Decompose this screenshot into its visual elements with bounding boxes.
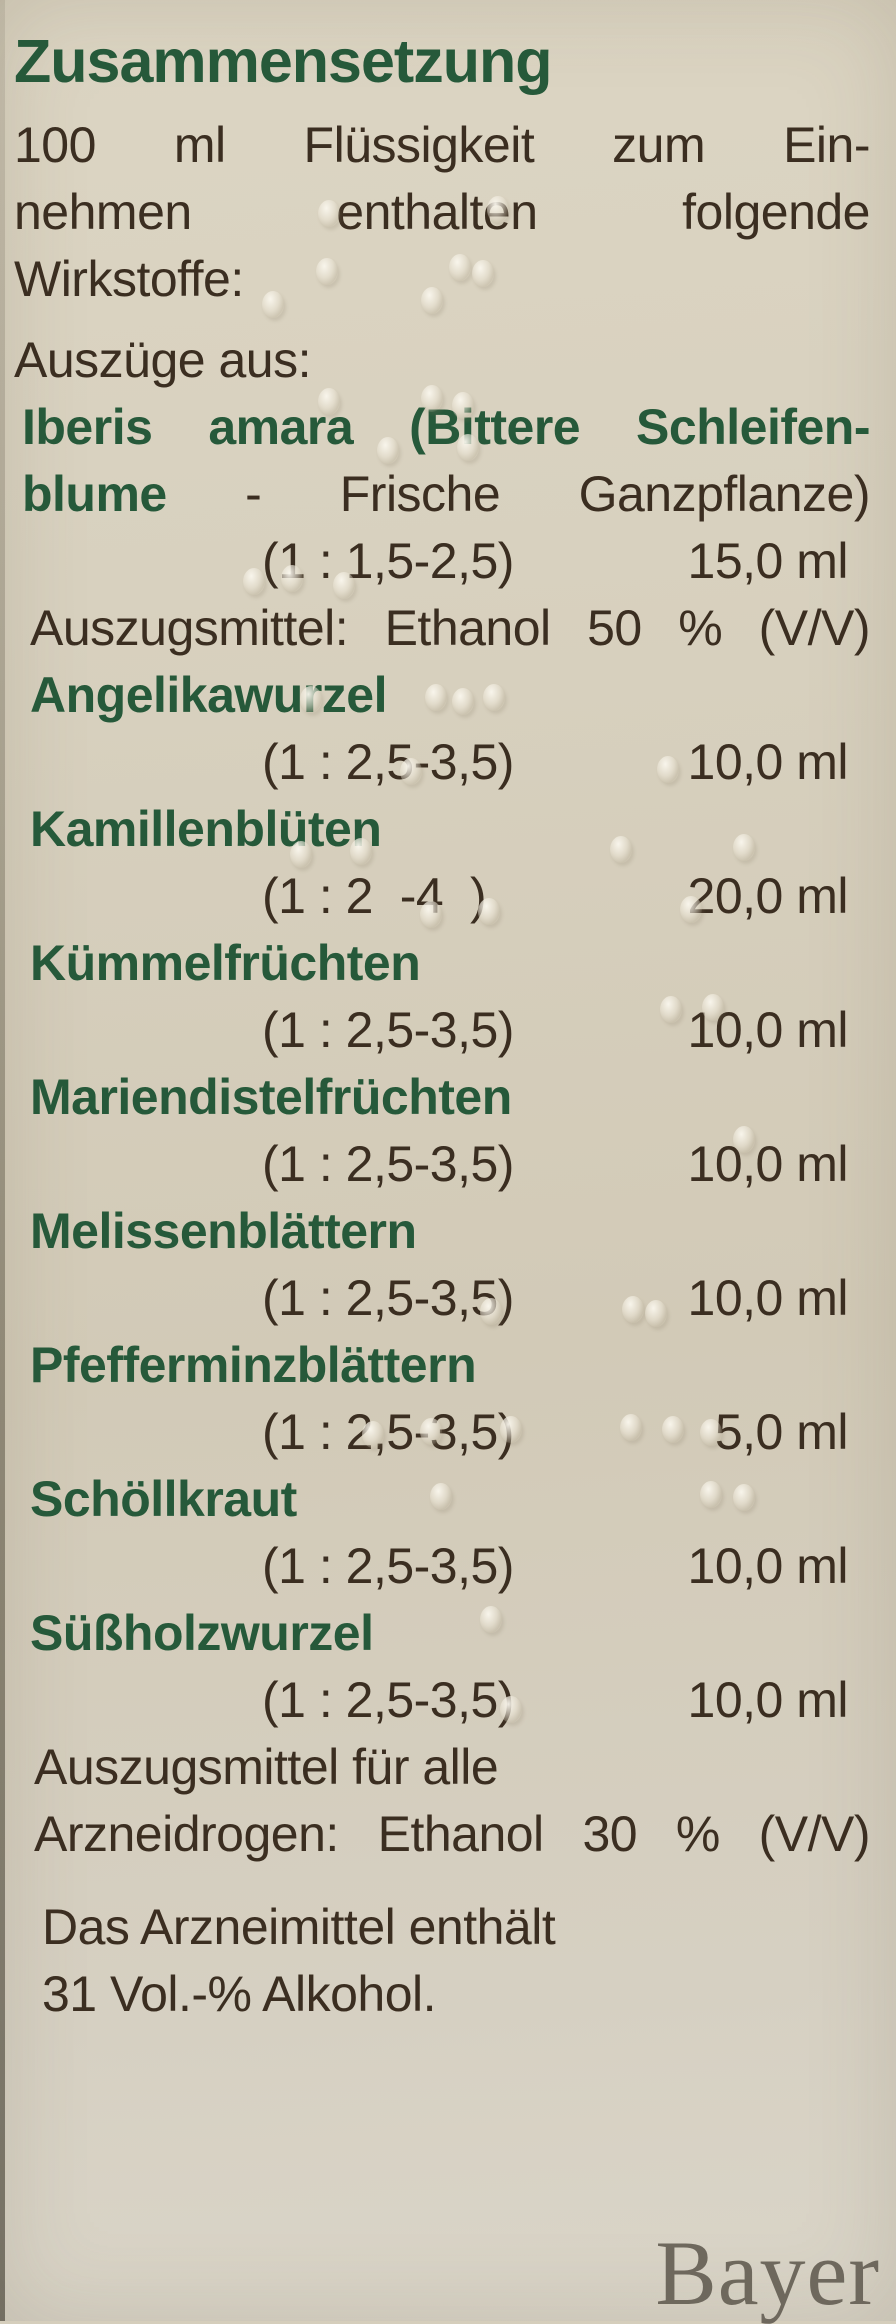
ingredient-ratio-row: (1 : 2,5-3,5) 10,0 ml — [14, 1265, 870, 1332]
alcohol-note-line: Das Arzneimittel enthält — [42, 1899, 556, 1955]
ingredient-name: Iberis amara (Bittere Schleifen- — [22, 399, 871, 455]
ingredient-name: Schöllkraut — [30, 1471, 297, 1527]
ingredient-solvent-note: Auszugsmittel: Ethanol 50 % (V/V) — [30, 600, 871, 656]
ingredient-ratio-row: (1 : 2,5-3,5) 10,0 ml — [14, 729, 870, 796]
bayer-logo: Bayer — [655, 2222, 880, 2324]
ingredient-name: Süßholzwurzel — [30, 1605, 374, 1661]
solvent-note-line: Arzneidrogen: Ethanol 30 % (V/V) — [34, 1806, 871, 1862]
ingredient-ratio: (1 : 2,5-3,5) — [262, 1538, 514, 1594]
extracts-label: Auszüge aus: — [14, 332, 311, 388]
ingredient-name: Mariendistelfrüchten — [30, 1069, 512, 1125]
ingredient-name: Kamillenblüten — [30, 801, 382, 857]
ingredient-ratio-row: (1 : 2,5-3,5) 5,0 ml — [14, 1399, 870, 1466]
ingredient-ratio: (1 : 2,5-3,5) — [262, 1672, 514, 1728]
ingredient-ratio: (1 : 2,5-3,5) — [262, 1002, 514, 1058]
ingredient-amount: 15,0 ml — [687, 533, 849, 589]
ingredient-name: Pfefferminzblättern — [30, 1337, 477, 1393]
ingredient-entry: Pfefferminzblättern (1 : 2,5-3,5) 5,0 ml — [14, 1332, 870, 1466]
intro-line: 100 ml Flüssigkeit zum Ein- — [14, 117, 871, 173]
ingredient-entry: Iberis amara (Bittere Schleifen- blume -… — [14, 394, 871, 662]
intro-line: Wirkstoffe: — [14, 251, 244, 307]
ingredient-ratio-row: (1 : 2 -4 ) 20,0 ml — [14, 863, 870, 930]
ingredient-name-continued: blume - Frische Ganzpflanze) — [22, 461, 871, 528]
ingredient-entry: Schöllkraut (1 : 2,5-3,5) 10,0 ml — [14, 1466, 870, 1600]
ingredient-ratio-row: (1 : 2,5-3,5) 10,0 ml — [14, 1131, 870, 1198]
ingredient-ratio: (1 : 2,5-3,5) — [262, 734, 514, 790]
intro-line: nehmen enthalten folgende — [14, 184, 871, 240]
ingredient-entry: Kamillenblüten (1 : 2 -4 ) 20,0 ml — [14, 796, 870, 930]
ingredient-amount: 10,0 ml — [687, 1270, 849, 1326]
ingredient-ratio-row: (1 : 2,5-3,5) 10,0 ml — [14, 997, 870, 1064]
ingredient-amount: 10,0 ml — [687, 1002, 849, 1058]
ingredient-name: Angelikawurzel — [30, 667, 388, 723]
ingredient-ratio: (1 : 1,5-2,5) — [262, 533, 514, 589]
package-edge-shadow — [0, 0, 5, 2321]
ingredient-amount: 10,0 ml — [687, 734, 849, 790]
ingredient-ratio-row: (1 : 1,5-2,5) 15,0 ml — [14, 528, 870, 595]
alcohol-note: Das Arzneimittel enthält 31 Vol.-% Alkoh… — [42, 1894, 870, 2028]
ingredient-name-part: blume — [22, 466, 167, 522]
ingredient-entry: Angelikawurzel (1 : 2,5-3,5) 10,0 ml — [14, 662, 870, 796]
ingredient-name: Melissenblättern — [30, 1203, 417, 1259]
ingredient-entry: Melissenblättern (1 : 2,5-3,5) 10,0 ml — [14, 1198, 870, 1332]
ingredient-entry: Süßholzwurzel (1 : 2,5-3,5) 10,0 ml — [14, 1600, 870, 1734]
section-title: Zusammensetzung — [14, 27, 553, 95]
ingredient-amount: 5,0 ml — [714, 1404, 849, 1460]
ingredient-name: Kümmelfrüchten — [30, 935, 421, 991]
composition-label: Zusammensetzung 100 ml Flüssigkeit zum E… — [14, 24, 871, 2028]
solvent-note: Auszugsmittel für alle Arzneidrogen: Eth… — [34, 1734, 871, 1868]
ingredient-amount: 10,0 ml — [687, 1136, 849, 1192]
ingredient-ratio: (1 : 2 -4 ) — [262, 868, 487, 924]
ingredient-ratio: (1 : 2,5-3,5) — [262, 1136, 514, 1192]
ingredient-amount: 10,0 ml — [687, 1672, 849, 1728]
alcohol-note-line: 31 Vol.-% Alkohol. — [42, 1966, 437, 2022]
ingredient-amount: 10,0 ml — [687, 1538, 849, 1594]
ingredient-name-rest: - Frische Ganzpflanze) — [166, 466, 870, 522]
ingredient-ratio-row: (1 : 2,5-3,5) 10,0 ml — [14, 1667, 870, 1734]
ingredient-entry: Kümmelfrüchten (1 : 2,5-3,5) 10,0 ml — [14, 930, 870, 1064]
ingredient-ratio-row: (1 : 2,5-3,5) 10,0 ml — [14, 1533, 870, 1600]
ingredient-ratio: (1 : 2,5-3,5) — [262, 1270, 514, 1326]
ingredient-amount: 20,0 ml — [687, 868, 849, 924]
ingredient-ratio: (1 : 2,5-3,5) — [262, 1404, 514, 1460]
solvent-note-line: Auszugsmittel für alle — [34, 1739, 499, 1795]
ingredient-entry: Mariendistelfrüchten (1 : 2,5-3,5) 10,0 … — [14, 1064, 870, 1198]
